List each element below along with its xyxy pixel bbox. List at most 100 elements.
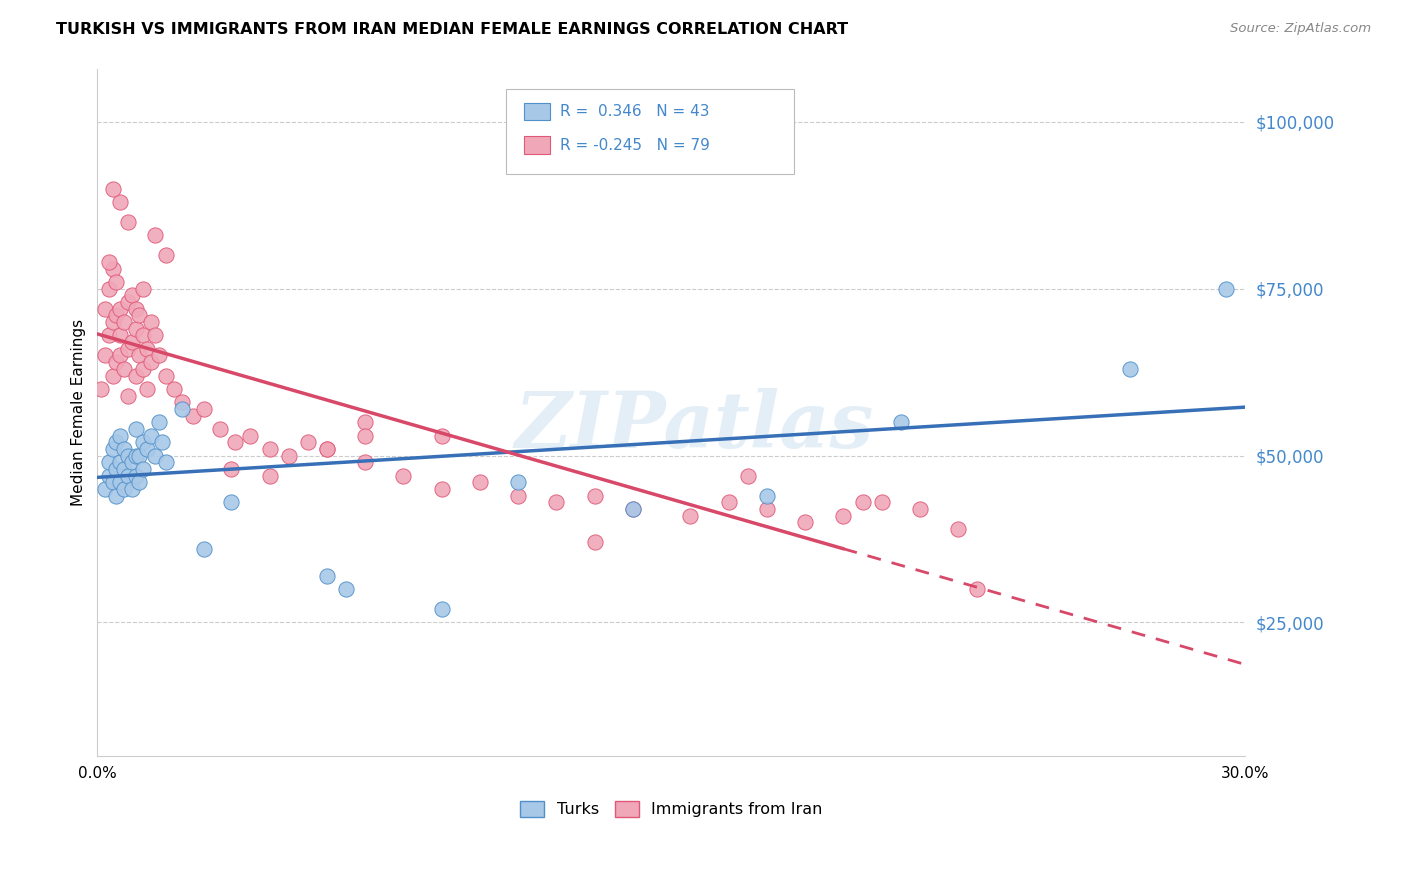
Point [170, 401, 193, 416]
Point [193, 401, 215, 416]
Point [110, 328, 132, 343]
Point [1119, 361, 1142, 376]
Point [105, 275, 128, 289]
Point [316, 442, 339, 456]
Point [143, 228, 166, 243]
Point [219, 495, 242, 509]
Point [354, 428, 377, 442]
Point [136, 382, 159, 396]
Text: ZIPatlas: ZIPatlas [515, 388, 875, 464]
Point [110, 475, 132, 490]
Point [193, 542, 215, 557]
Point [508, 489, 530, 503]
Point [132, 435, 155, 450]
Point [966, 582, 988, 596]
Legend: Turks, Immigrants from Iran: Turks, Immigrants from Iran [513, 794, 830, 823]
Point [101, 315, 124, 329]
Point [737, 468, 759, 483]
Point [94, 482, 117, 496]
Point [117, 295, 139, 310]
Point [110, 349, 132, 363]
Point [124, 422, 146, 436]
Point [890, 415, 912, 429]
Point [132, 462, 155, 476]
Point [583, 489, 606, 503]
Point [143, 328, 166, 343]
Point [170, 395, 193, 409]
Point [97, 282, 120, 296]
Point [117, 215, 139, 229]
Point [208, 422, 231, 436]
Point [112, 482, 135, 496]
Point [112, 361, 135, 376]
Point [128, 475, 150, 490]
Point [794, 516, 817, 530]
Point [546, 495, 568, 509]
Point [101, 368, 124, 383]
Point [277, 449, 299, 463]
Point [508, 475, 530, 490]
Point [1215, 282, 1237, 296]
Point [121, 455, 143, 469]
Point [124, 322, 146, 336]
Point [105, 435, 128, 450]
Point [110, 455, 132, 469]
Point [621, 502, 644, 516]
Point [117, 449, 139, 463]
Point [136, 342, 159, 356]
Point [316, 568, 339, 582]
Point [155, 248, 177, 262]
Point [392, 468, 415, 483]
Point [335, 582, 357, 596]
Text: TURKISH VS IMMIGRANTS FROM IRAN MEDIAN FEMALE EARNINGS CORRELATION CHART: TURKISH VS IMMIGRANTS FROM IRAN MEDIAN F… [56, 22, 848, 37]
Point [101, 181, 124, 195]
Text: R = -0.245   N = 79: R = -0.245 N = 79 [560, 138, 710, 153]
Point [143, 449, 166, 463]
Point [583, 535, 606, 549]
Point [259, 468, 281, 483]
Point [316, 442, 339, 456]
Point [97, 328, 120, 343]
Point [136, 442, 159, 456]
Point [755, 502, 778, 516]
Point [297, 435, 319, 450]
Point [621, 502, 644, 516]
Point [121, 288, 143, 302]
Point [679, 508, 702, 523]
Point [110, 301, 132, 316]
Point [124, 449, 146, 463]
Point [124, 301, 146, 316]
Point [870, 495, 893, 509]
Point [354, 415, 377, 429]
Point [105, 462, 128, 476]
Point [148, 415, 170, 429]
Point [101, 442, 124, 456]
Point [717, 495, 740, 509]
Point [128, 449, 150, 463]
Point [110, 194, 132, 209]
Point [155, 455, 177, 469]
Point [112, 462, 135, 476]
Point [105, 489, 128, 503]
Point [94, 349, 117, 363]
Point [90, 382, 112, 396]
Point [181, 409, 204, 423]
Point [852, 495, 875, 509]
Point [97, 468, 120, 483]
Point [132, 282, 155, 296]
Point [132, 361, 155, 376]
Point [832, 508, 855, 523]
Point [155, 368, 177, 383]
Point [908, 502, 931, 516]
Point [430, 602, 453, 616]
Point [97, 455, 120, 469]
Point [163, 382, 186, 396]
Point [148, 349, 170, 363]
Point [224, 435, 246, 450]
Point [755, 489, 778, 503]
Point [430, 482, 453, 496]
Point [430, 428, 453, 442]
Point [97, 255, 120, 269]
Point [152, 435, 174, 450]
Point [259, 442, 281, 456]
